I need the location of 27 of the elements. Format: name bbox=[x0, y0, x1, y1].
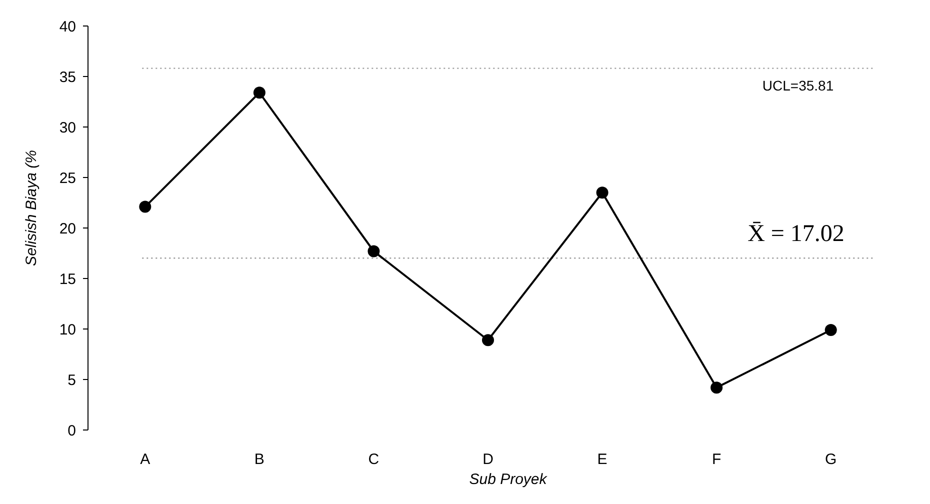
y-tick-label: 15 bbox=[59, 270, 76, 288]
ref-line-label: X̄ = 17.02 bbox=[748, 221, 844, 248]
point bbox=[139, 200, 152, 213]
x-tick-label: B bbox=[254, 451, 264, 468]
y-tick-label: 30 bbox=[59, 119, 76, 136]
x-tick-label: D bbox=[482, 451, 494, 468]
y-tick-label: 35 bbox=[59, 68, 76, 86]
x-axis-title: Sub Proyek bbox=[469, 471, 548, 488]
x-tick-label: F bbox=[712, 451, 722, 468]
y-tick-label: 40 bbox=[59, 18, 76, 36]
y-axis-title: Selisish Biaya (% bbox=[23, 150, 40, 266]
point bbox=[824, 324, 837, 336]
point bbox=[710, 382, 723, 394]
y-tick-label: 5 bbox=[68, 372, 76, 389]
point bbox=[368, 245, 380, 258]
y-tick-label: 25 bbox=[59, 170, 76, 187]
x-tick-label: G bbox=[825, 451, 837, 468]
y-tick-label: 0 bbox=[68, 422, 76, 440]
point bbox=[253, 86, 266, 99]
x-tick-label: C bbox=[368, 451, 380, 468]
point bbox=[482, 334, 494, 346]
y-tick-label: 10 bbox=[59, 321, 76, 338]
x-tick-label: A bbox=[140, 451, 150, 468]
ref-line-label: UCL=35.81 bbox=[762, 77, 834, 94]
y-tick-label: 20 bbox=[59, 220, 76, 238]
x-tick-label: E bbox=[597, 451, 608, 468]
point bbox=[596, 186, 608, 199]
